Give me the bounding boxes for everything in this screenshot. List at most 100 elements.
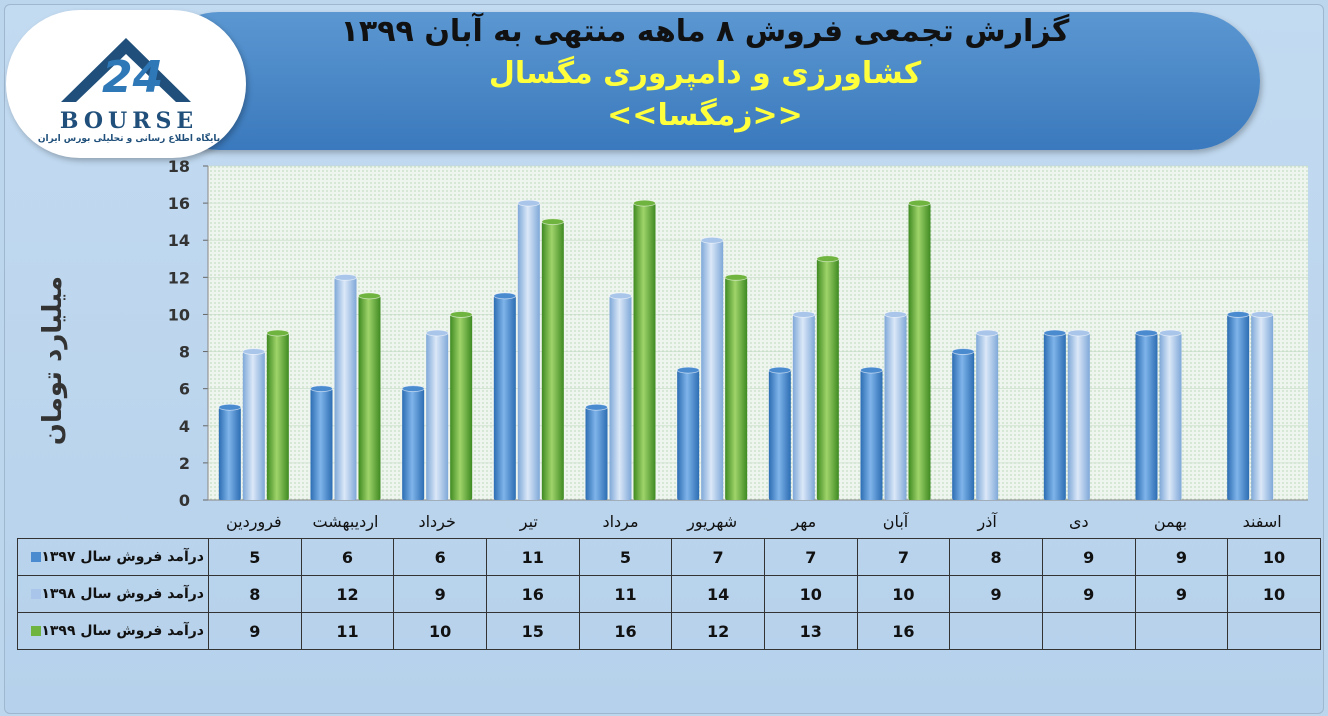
table-cell: 10 (856, 575, 951, 613)
bar (633, 203, 656, 500)
x-tick-label: مهر (791, 512, 817, 531)
bar (310, 388, 333, 500)
bar-cap (401, 385, 425, 393)
table-cell: 11 (485, 538, 580, 576)
bar-chart: 0 2 4 6 8 10 12 14 16 18 (168, 157, 1308, 510)
table-cell: 10 (763, 575, 858, 613)
y-tick-label: 0 (179, 491, 190, 510)
table-cell: 9 (1134, 538, 1229, 576)
bar (860, 370, 883, 500)
bar-cap (1159, 329, 1182, 337)
legend-key (31, 589, 42, 599)
data-table: درآمد فروش سال ۱۳۹۷ 5 6 6 11 5 7 7 7 8 9 9 10 درآمد ف… (17, 538, 1321, 650)
table-cell: 8 (949, 538, 1043, 576)
bar (358, 295, 381, 500)
x-tick-label: آبان (882, 512, 909, 531)
series-label: درآمد فروش سال ۱۳۹۸ (17, 575, 209, 613)
x-tick-label: اسفند (1242, 512, 1282, 531)
company-name: کشاورزی و دامپروری مگسال (488, 56, 922, 91)
bar-cap (585, 403, 608, 411)
bar (493, 295, 516, 500)
bar-cap (541, 218, 565, 226)
x-tick-label: خرداد (418, 512, 456, 531)
series-label: درآمد فروش سال ۱۳۹۹ (17, 612, 209, 650)
bar (884, 314, 907, 500)
bar (976, 333, 999, 500)
bar (701, 240, 724, 500)
bar (908, 203, 931, 500)
logo-word: BOURSE (59, 108, 199, 134)
bar-cap (1043, 329, 1067, 337)
bar-cap (792, 311, 816, 318)
table-cell: 16 (856, 612, 951, 650)
table-cell: 14 (671, 575, 765, 613)
bar (517, 203, 540, 500)
table-cell: 9 (949, 575, 1043, 613)
table-cell (1227, 612, 1321, 650)
x-tick-label: مرداد (602, 512, 639, 531)
table-cell: 10 (1227, 538, 1321, 576)
table-cell: 5 (578, 538, 673, 576)
table-cell (1041, 612, 1136, 650)
bar-cap (493, 292, 517, 300)
y-tick-label: 16 (168, 194, 190, 213)
x-tick-label: بهمن (1153, 512, 1188, 531)
table-cell: 13 (763, 612, 858, 650)
bar-cap (218, 403, 242, 411)
table-cell (1134, 612, 1229, 650)
table-cell: 7 (856, 538, 951, 576)
table-row: درآمد فروش سال ۱۳۹۸ 8 12 9 16 11 14 10 10 9 9 9 10 (17, 575, 1321, 613)
table-cell: 9 (1134, 575, 1229, 613)
bar-cap (358, 292, 381, 300)
bar-cap (768, 366, 792, 374)
y-tick-label: 18 (168, 157, 190, 176)
table-cell: 9 (208, 612, 302, 650)
table-cell: 5 (208, 538, 302, 576)
table-cell: 16 (485, 575, 580, 613)
bar-cap (334, 273, 357, 281)
bar-cap (633, 199, 656, 207)
bar-cap (816, 255, 840, 263)
series-label: درآمد فروش سال ۱۳۹۷ (17, 538, 209, 576)
bar (725, 277, 748, 500)
bar-cap (884, 311, 907, 318)
bar-cap (242, 348, 266, 355)
bar-cap (700, 236, 724, 244)
table-cell: 10 (1227, 575, 1321, 613)
table-cell: 12 (671, 612, 765, 650)
bar (242, 351, 265, 500)
bar (677, 370, 700, 500)
bar (402, 388, 425, 500)
y-tick-label: 14 (168, 231, 190, 250)
y-tick-label: 8 (179, 343, 190, 362)
bar (585, 407, 608, 500)
bar (426, 333, 449, 500)
x-tick-label: دی (1069, 512, 1089, 531)
bar (952, 351, 975, 500)
table-row: درآمد فروش سال ۱۳۹۷ 5 6 6 11 5 7 7 7 8 9 9 10 (17, 538, 1321, 576)
x-tick-label: فروردین (225, 512, 282, 531)
table-cell: 12 (300, 575, 395, 613)
bar-cap (517, 199, 541, 207)
bar-cap (449, 311, 473, 318)
table-cell: 9 (1041, 538, 1136, 576)
bar-cap (425, 329, 449, 337)
bar (609, 295, 632, 500)
bar-cap (676, 366, 700, 374)
bar (816, 258, 839, 500)
bar (541, 221, 564, 500)
bar (1135, 333, 1158, 500)
plot-area (208, 166, 1308, 500)
bar (1227, 314, 1250, 500)
y-axis-label: میلیارد تومان (38, 276, 68, 446)
bar-cap (310, 385, 333, 393)
table-cell: 7 (671, 538, 765, 576)
table-cell: 16 (578, 612, 673, 650)
logo-tagline: پایگاه اطلاع رسانی و تحلیلی بورس ایران (37, 134, 221, 144)
bar-cap (1226, 311, 1250, 318)
bar (266, 333, 289, 500)
bar-cap (908, 199, 931, 207)
logo-number: 24 (102, 52, 163, 103)
table-cell: 7 (763, 538, 858, 576)
bar-cap (975, 329, 999, 337)
